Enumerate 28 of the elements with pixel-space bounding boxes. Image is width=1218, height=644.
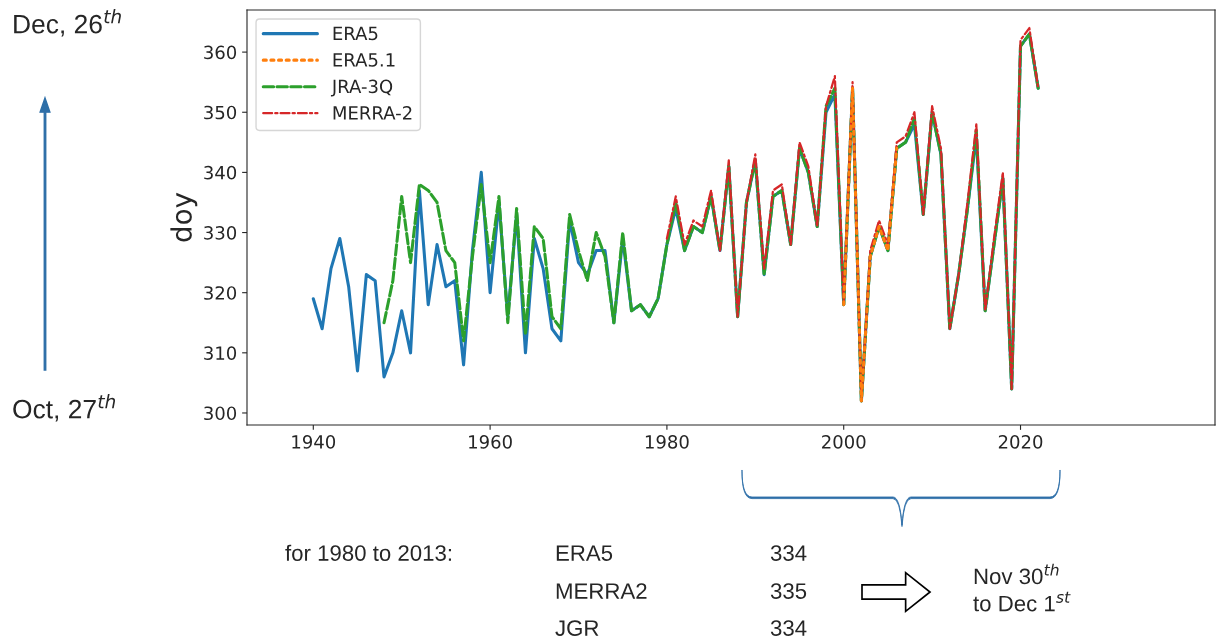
x-tick-label: 2020: [998, 435, 1043, 449]
y-tick-label: 300: [204, 406, 237, 421]
y-tick-label: 310: [204, 346, 237, 360]
x-tick-label: 2000: [822, 435, 866, 449]
text: ERA5: [556, 545, 613, 561]
line-series: [842, 86, 899, 403]
x-tick-label: 1940: [292, 435, 336, 449]
text: Dec, 26$^{th}$: [14, 9, 121, 37]
x-tick-label: 1960: [469, 435, 512, 449]
text: 334: [770, 545, 807, 561]
y-tick-label: 320: [204, 286, 237, 300]
text: Nov 30$^{th}$ to Dec 1$^{st}$: [973, 563, 1071, 612]
legend-label: JRA-3Q: [330, 79, 393, 97]
y-tick-label: 340: [204, 165, 237, 180]
text: 335: [770, 583, 807, 599]
text: JGR: [555, 620, 599, 636]
text: 334: [770, 620, 807, 636]
y-tick-label: 360: [204, 45, 237, 60]
text: Oct, 27$^{th}$: [13, 394, 116, 422]
x-tick-label: 1980: [645, 435, 689, 449]
y-axis-title: doy: [170, 192, 198, 242]
legend-label: MERRA-2: [333, 106, 412, 120]
legend-label: ERA5: [333, 26, 378, 41]
y-tick-label: 330: [204, 226, 237, 240]
text: MERRA2: [556, 583, 647, 599]
y-tick-label: 350: [204, 105, 237, 120]
text: for 1980 to 2013:: [285, 544, 452, 561]
legend-label: ERA5.1: [333, 53, 395, 67]
